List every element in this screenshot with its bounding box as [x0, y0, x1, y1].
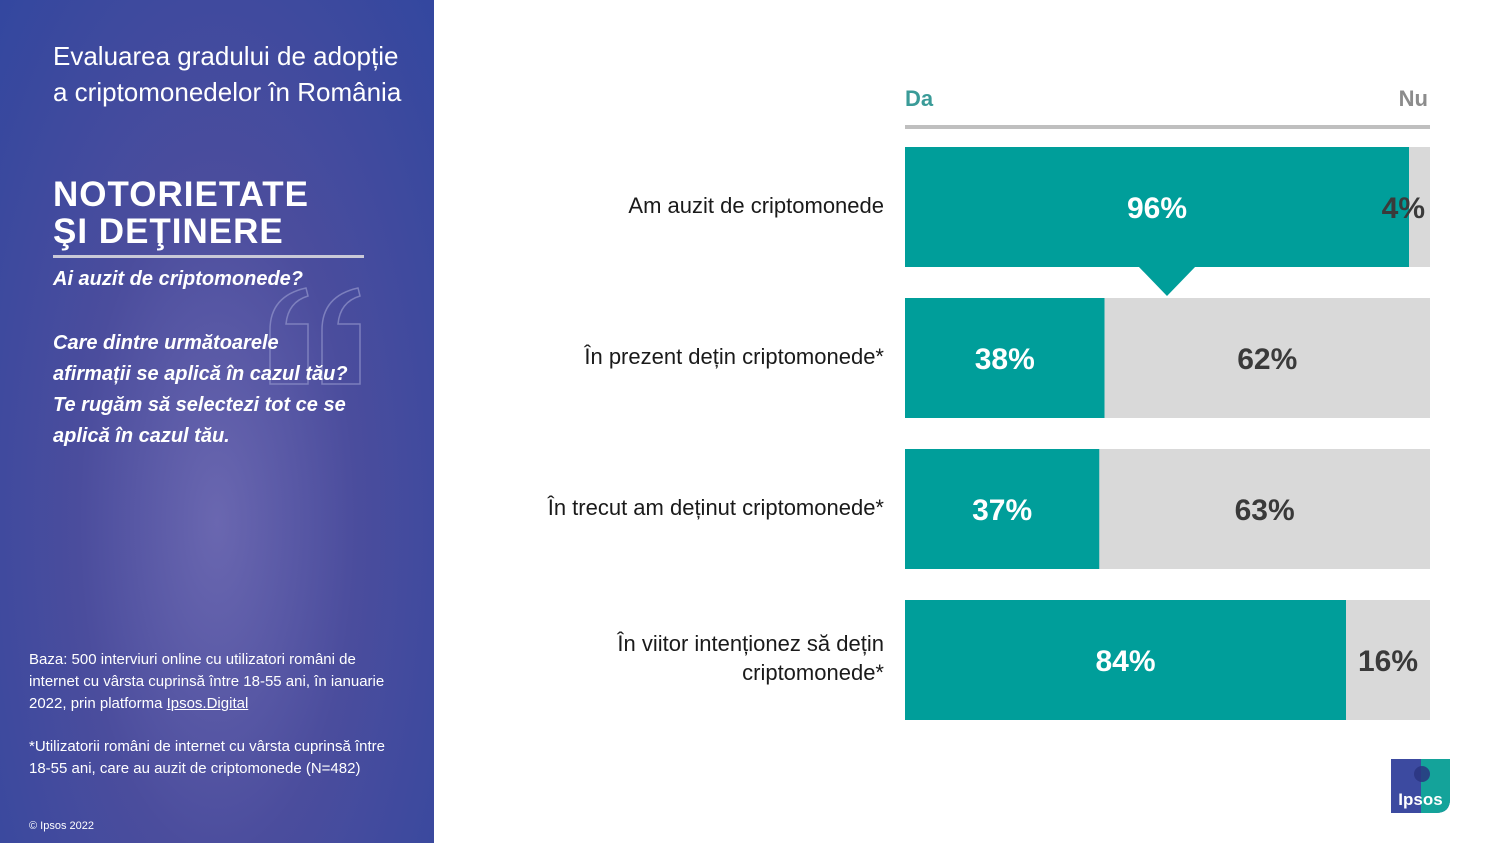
legend-nu: Nu: [1399, 86, 1428, 111]
bar-da: [905, 147, 1409, 267]
category-label: În prezent dețin criptomonede*: [584, 343, 884, 369]
respondents-footnote: *Utilizatorii români de internet cu vârs…: [29, 738, 385, 777]
legend-rule: [905, 125, 1430, 129]
bar-da: [905, 298, 1105, 418]
data-label-da: 96%: [1127, 192, 1187, 225]
data-label-da: 37%: [972, 494, 1032, 527]
data-label-da: 84%: [1095, 645, 1155, 678]
section-heading-line1: Notorietate: [53, 175, 309, 214]
page-title: Evaluarea gradului de adopție a criptomo…: [53, 41, 402, 107]
category-label: În trecut am deținut criptomonede*: [547, 494, 884, 520]
callout-pointer: [1138, 266, 1196, 296]
data-label-nu: 63%: [1235, 494, 1295, 527]
category-label: Am auzit de criptomonede: [628, 192, 884, 218]
legend-da: Da: [905, 86, 934, 111]
question-text-1: Ai auzit de criptomonede?: [53, 268, 304, 290]
section-heading: Notorietate şi deţinere: [53, 176, 383, 250]
base-text: Baza: 500 interviuri online cu utilizato…: [29, 651, 385, 712]
section-heading-line2: şi deţinere: [53, 212, 284, 251]
sidebar-panel: Evaluarea gradului de adopție a criptomo…: [0, 0, 434, 843]
quote-icon: [269, 287, 361, 385]
data-label-nu: 16%: [1358, 645, 1418, 678]
bar-da: [905, 449, 1100, 569]
heading-divider: [53, 255, 364, 258]
logo-text: Ipsos: [1398, 790, 1442, 809]
data-label-nu: 4%: [1382, 192, 1425, 225]
data-label-da: 38%: [975, 343, 1035, 376]
bar-da: [905, 600, 1346, 720]
ipsos-logo: Ipsos: [1391, 759, 1450, 813]
copyright: © Ipsos 2022: [29, 820, 94, 832]
question-text-2: Care dintre următoarele afirmații se apl…: [53, 332, 348, 447]
ipsos-digital-link[interactable]: Ipsos.Digital: [166, 695, 249, 712]
base-footnote: Baza: 500 interviuri online cu utilizato…: [29, 649, 409, 715]
data-label-nu: 62%: [1237, 343, 1297, 376]
category-label: În viitor intenționez să dețin criptomon…: [617, 631, 884, 685]
